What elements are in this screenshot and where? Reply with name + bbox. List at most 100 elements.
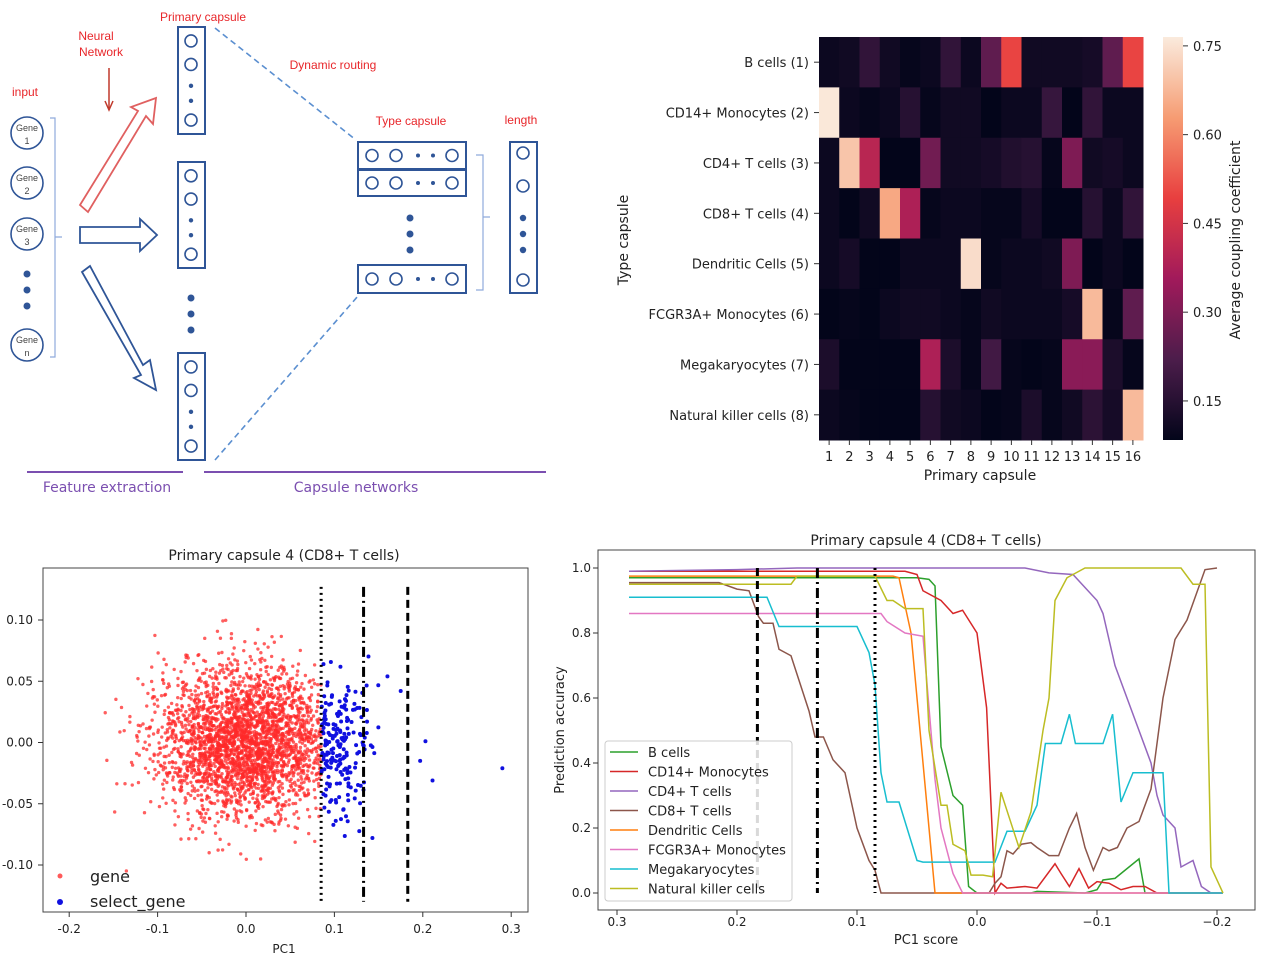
scatter-point-gene <box>152 695 157 699</box>
line-y-axis-title: Prediction accuracy <box>553 666 568 794</box>
scatter-point-gene <box>150 718 154 722</box>
scatter-point-gene <box>307 748 312 753</box>
scatter-point-gene <box>220 848 225 852</box>
scatter-point-gene <box>240 679 245 684</box>
scatter-point-gene <box>283 817 288 821</box>
scatter-point-gene <box>253 729 257 734</box>
gene-node-index: 2 <box>24 186 29 196</box>
scatter-point-gene <box>166 715 171 720</box>
scatter-point-gene <box>220 701 225 706</box>
scatter-point-gene <box>240 724 244 728</box>
scatter-point-gene <box>249 677 253 681</box>
scatter-point-gene <box>236 820 241 825</box>
scatter-point-gene <box>187 695 191 700</box>
scatter-point-gene <box>165 772 169 776</box>
scatter-point-gene <box>186 817 190 822</box>
scatter-point-gene <box>203 820 208 824</box>
scatter-point-gene <box>278 712 282 716</box>
scatter-point-gene <box>180 705 185 709</box>
scatter-point-gene <box>200 671 205 676</box>
scatter-point-select-gene <box>338 664 343 669</box>
scatter-point-gene <box>224 750 228 754</box>
scatter-point-gene <box>200 731 205 735</box>
heatmap-cell <box>940 238 962 290</box>
scatter-point-gene <box>264 777 269 781</box>
scatter-point-select-gene <box>326 751 331 756</box>
scatter-point-gene <box>258 748 262 753</box>
scatter-point-gene <box>240 736 245 740</box>
x-tick-label: 0.2 <box>413 922 432 936</box>
scatter-point-gene <box>313 733 317 737</box>
scatter-point-gene <box>122 728 126 733</box>
x-tick-label: 0.0 <box>236 922 255 936</box>
heatmap-cell <box>920 137 941 189</box>
scatter-point-gene <box>297 756 302 760</box>
series-line-dendritic-cells <box>629 575 1223 894</box>
heatmap-cell <box>1122 288 1144 340</box>
scatter-point-select-gene <box>322 720 327 725</box>
heatmap-cell <box>839 288 860 340</box>
scatter-point-gene <box>187 703 191 708</box>
scatter-point-gene <box>238 799 242 803</box>
scatter-point-gene <box>263 794 268 798</box>
scatter-point-gene <box>243 639 247 644</box>
scatter-point-gene <box>306 739 311 743</box>
scatter-point-gene <box>266 682 270 687</box>
scatter-point-gene <box>171 778 175 782</box>
scatter-point-gene <box>276 696 280 700</box>
scatter-point-gene <box>302 728 307 733</box>
heatmap-cell <box>819 288 840 340</box>
scatter-point-gene <box>261 741 265 746</box>
scatter-point-gene <box>223 790 228 794</box>
scatter-point-gene <box>299 781 304 785</box>
heatmap-cell <box>900 238 921 290</box>
scatter-point-select-gene <box>334 767 339 772</box>
scatter-point-gene <box>207 774 211 778</box>
scatter-point-select-gene <box>322 716 327 721</box>
x-tick-label: 0.1 <box>325 922 344 936</box>
capsule-box <box>177 26 206 135</box>
scatter-point-gene <box>287 747 291 751</box>
scatter-point-gene <box>213 747 217 752</box>
scatter-point-gene <box>267 713 272 718</box>
scatter-point-gene <box>136 780 141 785</box>
scatter-point-gene <box>257 772 261 776</box>
scatter-point-gene <box>201 807 205 811</box>
scatter-point-select-gene <box>321 754 326 759</box>
heatmap-cell <box>859 389 881 441</box>
scatter-point-gene <box>227 772 231 776</box>
scatter-point-gene <box>165 780 169 785</box>
scatter-point-gene <box>156 651 160 655</box>
heatmap-cell <box>940 37 962 88</box>
scatter-point-gene <box>279 751 283 756</box>
scatter-point-gene <box>230 671 234 676</box>
scatter-point-gene <box>277 788 281 793</box>
scatter-point-gene <box>229 632 234 636</box>
scatter-point-gene <box>260 735 265 740</box>
scatter-point-gene <box>270 750 275 755</box>
scatter-point-gene <box>162 778 167 782</box>
scatter-point-gene <box>232 752 236 756</box>
scatter-point-select-gene <box>500 766 505 771</box>
scatter-point-gene <box>267 800 271 804</box>
scatter-point-select-gene <box>337 699 342 704</box>
capsule-neuron <box>445 148 459 163</box>
scatter-point-select-gene <box>323 701 328 706</box>
scatter-point-gene <box>281 738 285 742</box>
scatter-point-gene <box>224 797 229 802</box>
scatter-point-gene <box>233 734 238 739</box>
heatmap-cell <box>920 37 941 88</box>
scatter-point-select-gene <box>342 767 347 772</box>
type-dots <box>406 214 414 254</box>
scatter-point-select-gene <box>339 704 344 709</box>
scatter-point-gene <box>242 782 247 787</box>
scatter-point-gene <box>281 658 285 662</box>
heatmap-cell <box>819 37 840 88</box>
scatter-point-gene <box>189 793 193 798</box>
scatter-point-select-gene <box>346 688 351 693</box>
x-tick-label: 0.0 <box>967 915 986 929</box>
scatter-point-gene <box>248 775 252 779</box>
heatmap-x-axis-title: Primary capsule <box>924 468 1036 484</box>
scatter-point-gene <box>267 776 271 780</box>
scatter-point-gene <box>297 788 302 793</box>
